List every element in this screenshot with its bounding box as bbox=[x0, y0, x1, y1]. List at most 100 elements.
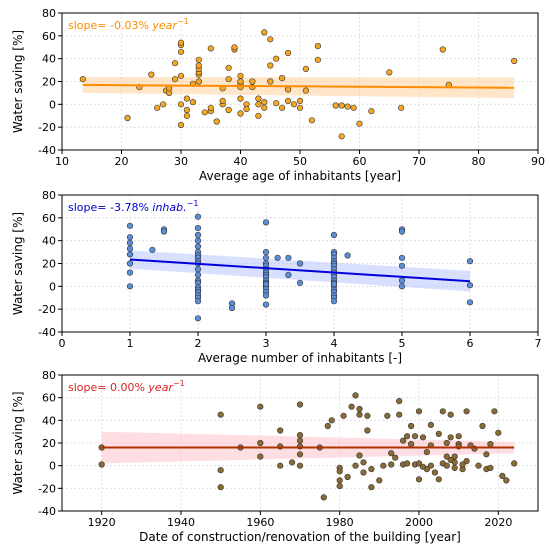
slope-unit: inhab. bbox=[152, 201, 186, 214]
data-point bbox=[225, 64, 232, 71]
data-point bbox=[511, 460, 518, 467]
data-point bbox=[296, 462, 304, 469]
data-point bbox=[427, 421, 435, 429]
data-point bbox=[194, 271, 202, 279]
data-point bbox=[262, 249, 270, 256]
data-point bbox=[330, 231, 338, 239]
slope-value: slope= -3.78% bbox=[68, 201, 152, 214]
data-point bbox=[148, 71, 155, 78]
data-point bbox=[177, 101, 185, 108]
data-point bbox=[261, 98, 268, 106]
data-point bbox=[398, 104, 405, 111]
data-point bbox=[262, 301, 270, 308]
x-axis-label: Date of construction/renovation of the b… bbox=[139, 530, 461, 544]
data-point bbox=[290, 101, 298, 108]
data-point bbox=[255, 95, 262, 102]
regression-line bbox=[129, 258, 471, 283]
y-tick-label: 0 bbox=[49, 280, 56, 293]
data-point bbox=[431, 469, 439, 476]
data-point bbox=[328, 417, 335, 424]
y-tick-label: -20 bbox=[38, 121, 56, 134]
data-point bbox=[262, 281, 270, 288]
data-point bbox=[183, 112, 190, 119]
data-point bbox=[408, 422, 415, 430]
data-point bbox=[177, 121, 185, 128]
data-point bbox=[451, 453, 458, 460]
x-tick-label: 1980 bbox=[326, 516, 354, 529]
data-point bbox=[352, 462, 359, 469]
regression-line bbox=[82, 83, 515, 89]
x-tick-label: 1940 bbox=[167, 516, 195, 529]
data-point bbox=[274, 254, 281, 261]
data-point bbox=[443, 462, 450, 469]
data-point bbox=[261, 104, 268, 111]
y-tick-label: -20 bbox=[38, 303, 56, 316]
x-tick-label: 70 bbox=[412, 155, 426, 168]
data-point bbox=[126, 283, 134, 290]
data-point bbox=[344, 103, 351, 110]
y-tick-label: 60 bbox=[42, 392, 56, 405]
data-point bbox=[194, 298, 202, 305]
data-point bbox=[194, 243, 202, 250]
data-point bbox=[439, 46, 446, 53]
y-tick-label: 20 bbox=[42, 76, 56, 89]
data-point bbox=[360, 459, 367, 466]
data-point bbox=[124, 114, 131, 122]
slope-annotation: slope= -0.03% year−1 bbox=[68, 17, 189, 32]
data-point bbox=[443, 453, 450, 460]
data-point bbox=[302, 65, 310, 72]
data-point bbox=[340, 412, 347, 419]
data-point bbox=[384, 412, 391, 419]
data-point bbox=[296, 260, 304, 267]
slope-annotation: slope= 0.00% year−1 bbox=[68, 379, 185, 394]
data-point bbox=[273, 100, 280, 107]
data-point bbox=[273, 55, 280, 62]
data-point bbox=[183, 95, 190, 102]
data-point bbox=[237, 110, 244, 117]
data-point bbox=[499, 472, 506, 480]
data-point bbox=[289, 459, 296, 466]
y-tick-label: 0 bbox=[49, 98, 56, 111]
data-point bbox=[415, 476, 423, 483]
data-point bbox=[194, 231, 202, 239]
data-point bbox=[285, 271, 292, 279]
data-point bbox=[466, 282, 474, 289]
data-point bbox=[443, 439, 450, 447]
y-tick-label: 80 bbox=[42, 369, 56, 382]
data-point bbox=[172, 60, 179, 67]
data-point bbox=[228, 304, 236, 312]
data-point bbox=[415, 408, 423, 415]
data-point bbox=[419, 434, 427, 441]
x-tick-label: 30 bbox=[174, 155, 188, 168]
data-point bbox=[447, 434, 454, 441]
slope-unit: year bbox=[147, 381, 174, 394]
data-point bbox=[360, 469, 367, 476]
data-point bbox=[243, 105, 250, 112]
data-point bbox=[380, 462, 387, 469]
panel-3: 1920 1940 1960 1980 2000 2020 -40 -20 0 20 40 60 80 s… bbox=[11, 369, 539, 544]
data-point bbox=[126, 245, 134, 252]
data-point bbox=[336, 477, 343, 484]
data-point bbox=[231, 44, 238, 51]
data-point bbox=[356, 452, 363, 459]
data-point bbox=[177, 48, 185, 55]
data-point bbox=[160, 101, 167, 108]
data-point bbox=[213, 118, 220, 125]
data-point bbox=[455, 433, 462, 440]
x-tick-label: 5 bbox=[399, 337, 406, 350]
data-point bbox=[207, 104, 214, 111]
data-point bbox=[336, 483, 343, 490]
data-point bbox=[302, 87, 310, 94]
data-point bbox=[344, 473, 351, 481]
y-tick-label: 0 bbox=[49, 460, 56, 473]
data-point bbox=[296, 401, 304, 408]
y-tick-label: 60 bbox=[42, 212, 56, 225]
data-point bbox=[503, 477, 510, 484]
data-point bbox=[194, 237, 202, 244]
data-point bbox=[154, 104, 161, 111]
data-point bbox=[388, 450, 395, 457]
x-tick-label: 7 bbox=[535, 337, 542, 350]
data-point bbox=[398, 262, 406, 269]
data-point bbox=[262, 292, 270, 299]
